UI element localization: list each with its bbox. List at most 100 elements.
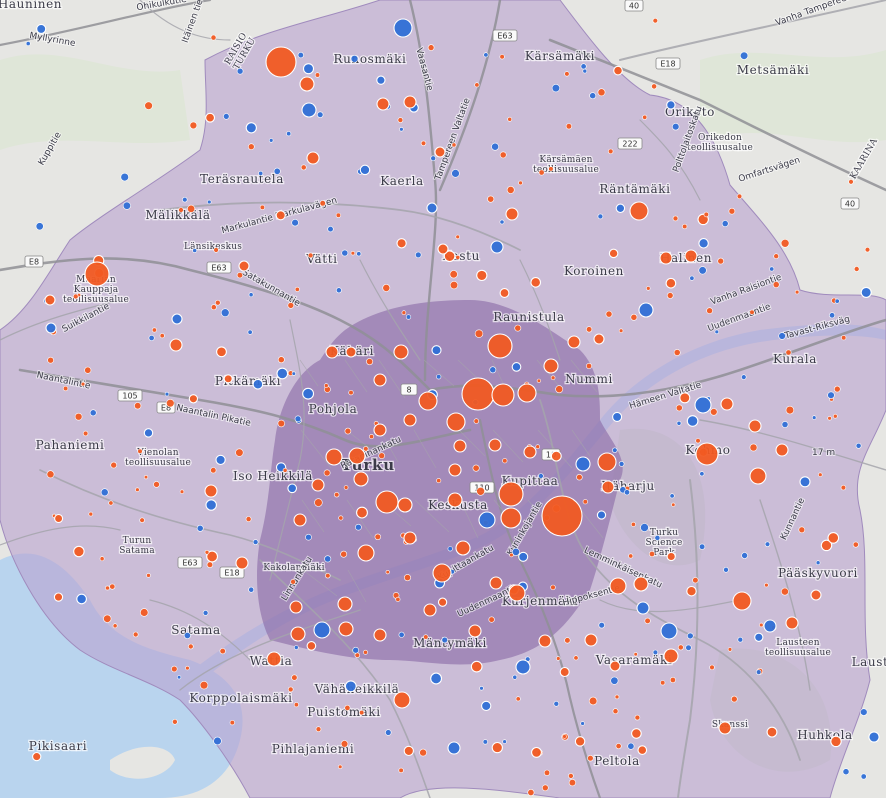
blue-point-marker[interactable] <box>143 428 154 438</box>
orange-point-marker[interactable] <box>686 585 697 597</box>
orange-point-marker[interactable] <box>306 641 317 651</box>
blue-point-marker[interactable] <box>302 63 315 75</box>
orange-point-marker[interactable] <box>827 416 832 421</box>
orange-point-marker[interactable] <box>434 146 446 158</box>
orange-point-marker[interactable] <box>717 257 725 265</box>
orange-point-marker[interactable] <box>325 448 343 466</box>
blue-point-marker[interactable] <box>302 387 315 400</box>
blue-point-marker[interactable] <box>350 54 359 63</box>
blue-point-marker[interactable] <box>686 415 699 427</box>
orange-point-marker[interactable] <box>505 207 519 221</box>
blue-point-marker[interactable] <box>834 298 840 304</box>
orange-point-marker[interactable] <box>550 375 556 381</box>
blue-point-marker[interactable] <box>291 219 299 227</box>
orange-point-marker[interactable] <box>585 326 593 333</box>
blue-point-marker[interactable] <box>451 169 460 178</box>
blue-point-marker[interactable] <box>341 249 349 257</box>
orange-point-marker[interactable] <box>235 448 244 457</box>
orange-point-marker[interactable] <box>266 651 282 667</box>
blue-point-marker[interactable] <box>393 18 413 38</box>
orange-point-marker[interactable] <box>631 728 642 739</box>
orange-point-marker[interactable] <box>820 539 833 552</box>
orange-point-marker[interactable] <box>637 745 648 755</box>
orange-point-marker[interactable] <box>535 444 541 450</box>
blue-point-marker[interactable] <box>741 374 747 380</box>
blue-point-marker[interactable] <box>207 199 212 205</box>
orange-point-marker[interactable] <box>259 204 266 210</box>
orange-point-marker[interactable] <box>584 633 598 647</box>
blue-point-marker[interactable] <box>297 51 304 59</box>
orange-point-marker[interactable] <box>671 502 676 507</box>
orange-point-marker[interactable] <box>137 448 143 454</box>
orange-point-marker[interactable] <box>340 550 348 558</box>
orange-point-marker[interactable] <box>633 652 638 657</box>
orange-point-marker[interactable] <box>748 419 762 433</box>
blue-point-marker[interactable] <box>596 510 607 520</box>
orange-point-marker[interactable] <box>319 200 326 207</box>
blue-point-marker[interactable] <box>122 201 131 210</box>
blue-point-marker[interactable] <box>721 220 729 227</box>
blue-point-marker[interactable] <box>582 68 588 74</box>
orange-point-marker[interactable] <box>488 616 495 623</box>
blue-point-marker[interactable] <box>483 52 489 58</box>
orange-point-marker[interactable] <box>759 622 764 628</box>
orange-point-marker[interactable] <box>607 148 614 155</box>
blue-point-marker[interactable] <box>698 238 709 249</box>
orange-point-marker[interactable] <box>395 596 401 602</box>
orange-point-marker[interactable] <box>543 769 551 776</box>
orange-point-marker[interactable] <box>644 617 651 625</box>
orange-point-marker[interactable] <box>210 304 217 311</box>
blue-point-marker[interactable] <box>580 721 585 726</box>
blue-point-marker[interactable] <box>764 541 771 547</box>
orange-point-marker[interactable] <box>265 46 297 78</box>
orange-point-marker[interactable] <box>848 179 854 185</box>
orange-point-marker[interactable] <box>764 582 769 588</box>
orange-point-marker[interactable] <box>487 333 513 359</box>
orange-point-marker[interactable] <box>275 210 286 221</box>
orange-point-marker[interactable] <box>673 349 681 356</box>
orange-point-marker[interactable] <box>659 251 673 265</box>
orange-point-marker[interactable] <box>798 526 806 534</box>
orange-point-marker[interactable] <box>315 726 322 733</box>
orange-point-marker[interactable] <box>785 616 799 630</box>
orange-point-marker[interactable] <box>62 385 69 392</box>
orange-point-marker[interactable] <box>543 358 559 374</box>
blue-point-marker[interactable] <box>100 488 109 497</box>
orange-point-marker[interactable] <box>219 647 226 655</box>
orange-point-marker[interactable] <box>476 269 488 282</box>
blue-point-marker[interactable] <box>223 113 230 120</box>
blue-point-marker[interactable] <box>202 610 209 616</box>
blue-point-marker[interactable] <box>447 741 461 755</box>
orange-point-marker[interactable] <box>53 592 64 602</box>
blue-point-marker[interactable] <box>482 739 488 745</box>
blue-point-marker[interactable] <box>447 546 453 552</box>
blue-point-marker[interactable] <box>815 560 821 566</box>
blue-point-marker[interactable] <box>511 362 522 372</box>
orange-point-marker[interactable] <box>146 573 151 578</box>
orange-point-marker[interactable] <box>335 212 342 218</box>
blue-point-marker[interactable] <box>515 659 531 675</box>
blue-point-marker[interactable] <box>763 619 777 633</box>
orange-point-marker[interactable] <box>289 600 303 614</box>
blue-point-marker[interactable] <box>220 308 230 318</box>
orange-point-marker[interactable] <box>359 709 365 716</box>
blue-point-marker[interactable] <box>598 621 605 629</box>
orange-point-marker[interactable] <box>732 591 752 611</box>
orange-point-marker[interactable] <box>54 513 64 524</box>
orange-point-marker[interactable] <box>453 439 467 453</box>
orange-point-marker[interactable] <box>363 446 369 452</box>
orange-point-marker[interactable] <box>348 390 354 396</box>
orange-point-marker[interactable] <box>491 383 515 407</box>
orange-point-marker[interactable] <box>666 551 676 562</box>
orange-point-marker[interactable] <box>455 540 471 556</box>
orange-point-marker[interactable] <box>474 82 480 88</box>
orange-point-marker[interactable] <box>736 193 743 200</box>
blue-point-marker[interactable] <box>120 172 129 182</box>
blue-point-marker[interactable] <box>666 100 676 110</box>
orange-point-marker[interactable] <box>436 478 442 484</box>
orange-point-marker[interactable] <box>84 366 92 374</box>
orange-point-marker[interactable] <box>337 596 353 612</box>
orange-point-marker[interactable] <box>695 442 719 466</box>
